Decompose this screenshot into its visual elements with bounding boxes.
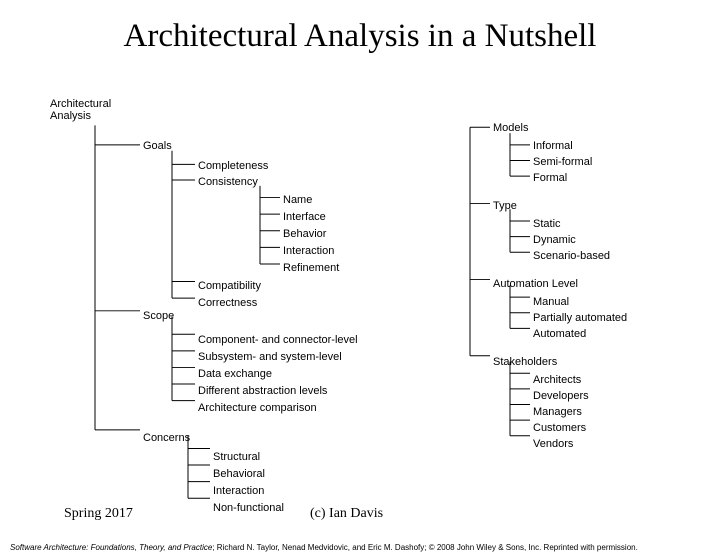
footer-term: Spring 2017 [64,506,133,522]
stakeholders-node: Stakeholders [493,356,557,368]
consistency-item: Interaction [283,245,334,257]
tree-lines [50,98,700,508]
automation-item: Automated [533,328,586,340]
goals-item: Completeness [198,160,268,172]
automation-item: Partially automated [533,312,627,324]
consistency-item: Name [283,194,312,206]
page-title: Architectural Analysis in a Nutshell [0,18,720,55]
goals-node: Goals [143,140,172,152]
scope-item: Different abstraction levels [198,385,327,397]
stakeholders-item: Architects [533,374,581,386]
root-node: Architectural Analysis [50,98,111,122]
concerns-node: Concerns [143,432,190,444]
stakeholders-item: Managers [533,406,582,418]
stakeholders-item: Customers [533,422,586,434]
scope-item: Subsystem- and system-level [198,351,342,363]
scope-item: Data exchange [198,368,272,380]
models-item: Informal [533,140,573,152]
concerns-item: Behavioral [213,468,265,480]
footer-copyright: (c) Ian Davis [310,506,383,522]
type-item: Scenario-based [533,250,610,262]
scope-item: Architecture comparison [198,402,317,414]
root-line2: Analysis [50,110,91,122]
book-title: Software Architecture: Foundations, Theo… [10,543,212,552]
consistency-item: Refinement [283,262,339,274]
type-node: Type [493,200,517,212]
goals-item: Consistency [198,176,258,188]
tree-diagram: Architectural Analysis Goals Completenes… [50,98,700,508]
scope-item: Component- and connector-level [198,334,358,346]
automation-node: Automation Level [493,278,578,290]
stakeholders-item: Developers [533,390,589,402]
type-item: Static [533,218,561,230]
stakeholders-item: Vendors [533,438,573,450]
scope-node: Scope [143,310,174,322]
concerns-item: Non-functional [213,502,284,514]
concerns-item: Interaction [213,485,264,497]
consistency-item: Interface [283,211,326,223]
type-item: Dynamic [533,234,576,246]
root-line1: Architectural [50,98,111,110]
concerns-item: Structural [213,451,260,463]
models-item: Formal [533,172,567,184]
attribution-rest: ; Richard N. Taylor, Nenad Medvidovic, a… [212,543,638,552]
goals-item: Correctness [198,297,257,309]
models-node: Models [493,122,528,134]
goals-item: Compatibility [198,280,261,292]
models-item: Semi-formal [533,156,592,168]
consistency-item: Behavior [283,228,326,240]
footer-attribution: Software Architecture: Foundations, Theo… [10,543,710,552]
automation-item: Manual [533,296,569,308]
